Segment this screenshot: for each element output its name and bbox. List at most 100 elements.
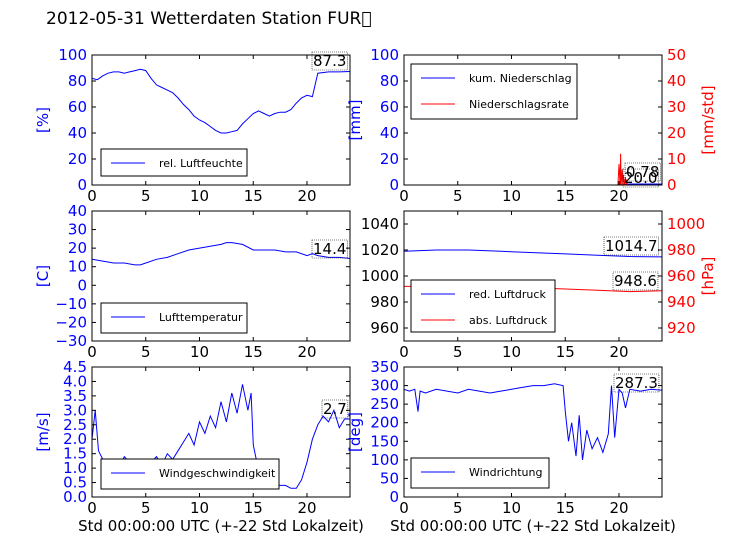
y-tick-label: 100 — [370, 46, 399, 64]
y-tick-label: 0.0 — [63, 488, 87, 506]
x-tick-label: 5 — [453, 187, 463, 205]
y-tick-label: 80 — [380, 72, 399, 90]
x-tick-label: 20 — [297, 187, 316, 205]
latest-value-box — [612, 271, 659, 291]
chart-panel-2: 0 5 10 15 20 0 20 40 60 80 100 0 10 20 30 40 50 [mm] [mm/s… — [346, 46, 717, 205]
y-tick-label-right: 920 — [667, 319, 696, 337]
x-tick-label: 15 — [244, 499, 263, 517]
y-tick-label: 1.0 — [63, 459, 87, 477]
legend-entry: Niederschlagsrate — [469, 98, 569, 111]
x-tick-label: 20 — [297, 499, 316, 517]
x-tick-label: 0 — [399, 187, 409, 205]
y-tick-label: −20 — [55, 313, 87, 331]
x-tick-label: 5 — [141, 187, 151, 205]
y-tick-label: 0 — [389, 488, 399, 506]
y-tick-label: 20 — [380, 150, 399, 168]
plot-frame — [91, 54, 351, 186]
legend-box — [410, 63, 578, 120]
x-tick-label: 20 — [297, 343, 316, 361]
chart-panel-5: 0 5 10 15 20 0.00.51.01.52.02.53.03.54.04.5 [m… — [34, 358, 364, 535]
y-tick-label: 250 — [370, 395, 399, 413]
y-tick-label: 1020 — [361, 241, 399, 259]
y-tick-label: 980 — [370, 293, 399, 311]
latest-value-label: 948.6 — [614, 272, 657, 290]
x-tick-label: 15 — [556, 499, 575, 517]
y-tick-label-right: 940 — [667, 293, 696, 311]
latest-value-label: 87.3 — [313, 52, 346, 70]
x-tick-label: 10 — [502, 499, 521, 517]
y-tick-label: 40 — [380, 124, 399, 142]
x-tick-label: 20 — [609, 343, 628, 361]
y-tick-label: 2.5 — [63, 416, 87, 434]
y-tick-label-right: 50 — [667, 46, 686, 64]
latest-value-label: 20.0 — [624, 169, 657, 187]
series-line-1 — [404, 249, 662, 258]
x-tick-label: 5 — [453, 499, 463, 517]
latest-value-box — [603, 236, 659, 256]
x-tick-label: 20 — [609, 187, 628, 205]
latest-value-label: 2.7 — [323, 400, 347, 418]
latest-value-label: 0.78 — [626, 163, 659, 181]
y-tick-label: −10 — [55, 295, 87, 313]
legend-entry: red. Luftdruck — [469, 288, 546, 301]
y-tick-label: 30 — [68, 221, 87, 239]
y-tick-label: 4.0 — [63, 372, 87, 390]
y-tick-label: 50 — [380, 469, 399, 487]
x-tick-label: 0 — [87, 499, 97, 517]
y-tick-label: 60 — [380, 98, 399, 116]
y-tick-label: 10 — [68, 258, 87, 276]
y-tick-label: 100 — [370, 451, 399, 469]
series-line-1 — [92, 68, 350, 134]
x-tick-label: 15 — [556, 343, 575, 361]
legend-box — [100, 458, 280, 490]
x-tick-label: 0 — [399, 499, 409, 517]
latest-value-box — [321, 399, 349, 419]
x-tick-label: 20 — [609, 499, 628, 517]
plot-frame — [403, 366, 663, 498]
x-axis-label: Std 00:00:00 UTC (+-22 Std Lokalzeit) — [390, 517, 676, 535]
y-tick-label: 20 — [68, 239, 87, 257]
series-line-1 — [92, 242, 350, 266]
y-axis-label: [deg] — [346, 412, 364, 452]
x-tick-label: 0 — [87, 187, 97, 205]
y-axis-label: [%] — [34, 107, 52, 133]
y-tick-label-right: 960 — [667, 267, 696, 285]
x-axis-label: Std 00:00:00 UTC (+-22 Std Lokalzeit) — [78, 517, 364, 535]
chart-panel-3: 0 5 10 15 20−30−20−10010203040[C]Lufttempera… — [34, 202, 351, 361]
latest-value-label: 287.3 — [615, 374, 658, 392]
plot-frame — [403, 54, 663, 186]
y-tick-label: −30 — [55, 332, 87, 350]
y-tick-label-right: 1000 — [667, 215, 705, 233]
x-tick-label: 10 — [502, 343, 521, 361]
chart-panel-4: 0 5 10 15 20 960 980 1000 1020 1040 920 940 960 980 10… — [361, 210, 717, 361]
x-tick-label: 15 — [244, 187, 263, 205]
y-tick-label: 1.5 — [63, 445, 87, 463]
legend-box — [100, 302, 248, 334]
y-tick-label-right: 980 — [667, 241, 696, 259]
x-tick-label: 10 — [502, 187, 521, 205]
y-tick-label: 0 — [77, 276, 87, 294]
y-tick-label: 4.5 — [63, 358, 87, 376]
latest-value-box — [311, 51, 348, 71]
y-tick-label: 60 — [68, 98, 87, 116]
y-tick-label: 200 — [370, 414, 399, 432]
x-tick-label: 10 — [190, 187, 209, 205]
y-tick-label-right: 10 — [667, 150, 686, 168]
series-line-1 — [404, 383, 662, 460]
x-tick-label: 0 — [87, 343, 97, 361]
latest-value-label: 14.4 — [313, 240, 346, 258]
y-tick-label: 150 — [370, 432, 399, 450]
y-tick-label-right: 0 — [667, 176, 677, 194]
y-tick-label: 100 — [58, 46, 87, 64]
y-tick-label: 3.5 — [63, 387, 87, 405]
legend-box — [410, 279, 556, 333]
plot-frame — [91, 210, 351, 342]
x-tick-label: 10 — [190, 343, 209, 361]
y-tick-label: 960 — [370, 319, 399, 337]
x-tick-label: 5 — [141, 343, 151, 361]
legend-entry: abs. Luftdruck — [469, 314, 548, 327]
y-tick-label: 0 — [389, 176, 399, 194]
y-axis-label: [mm] — [346, 100, 364, 141]
